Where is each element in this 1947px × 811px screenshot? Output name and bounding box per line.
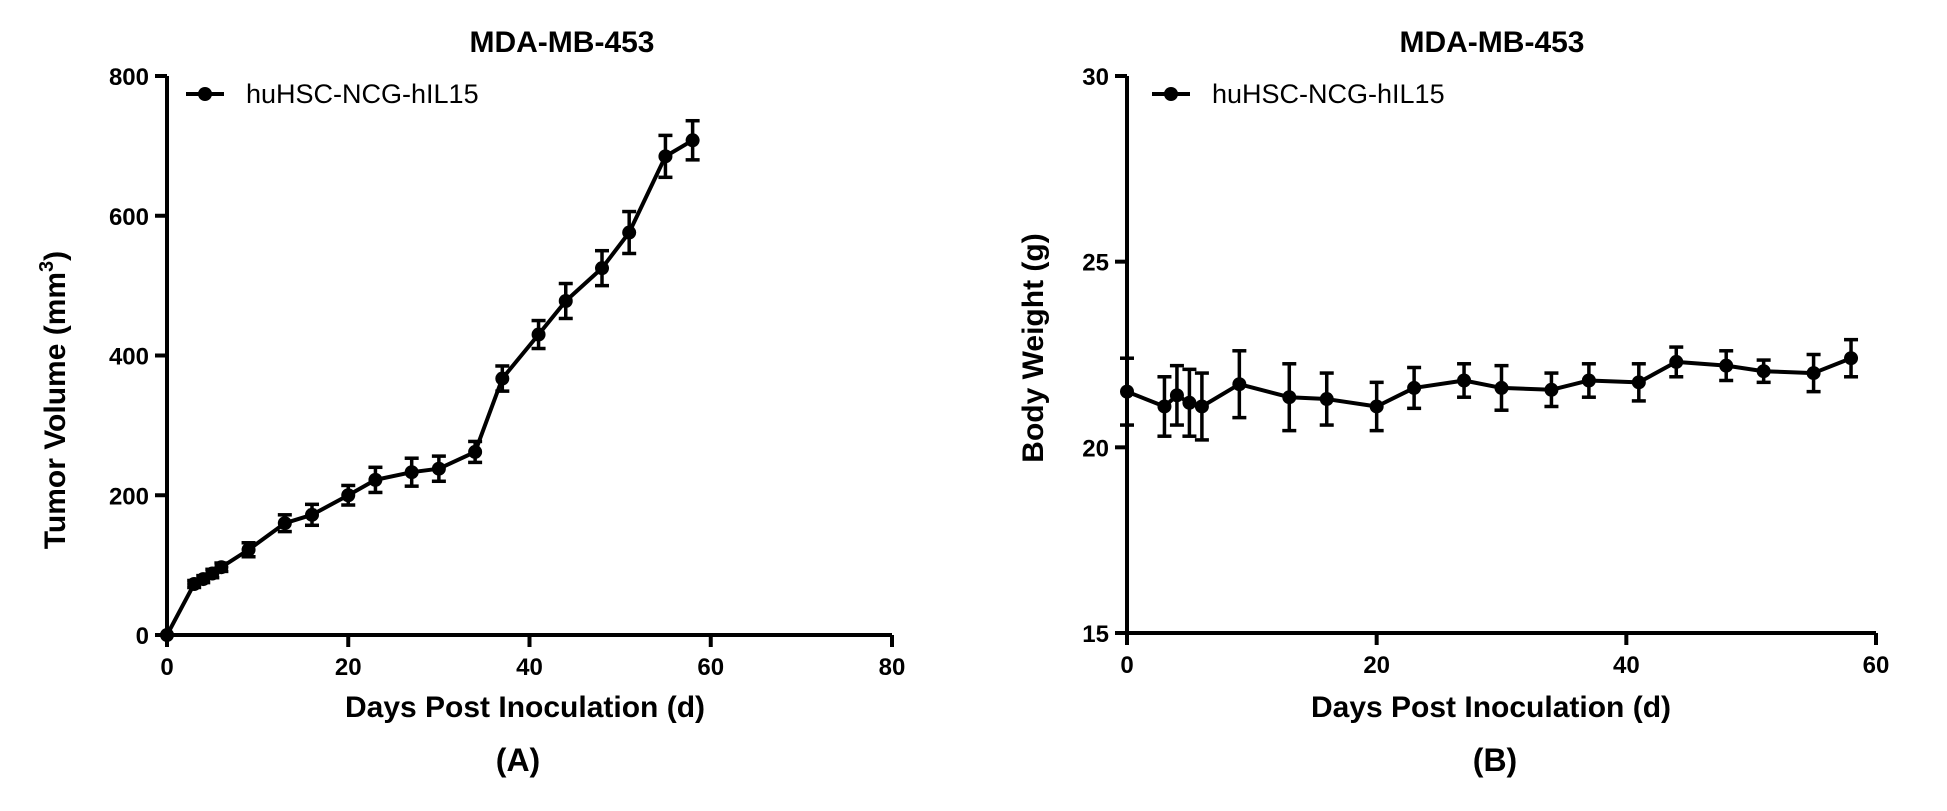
panel-a-data-point xyxy=(431,461,446,476)
panel-b-y-tick-label: 30 xyxy=(1082,64,1109,91)
panel-a-data-point xyxy=(685,133,700,148)
panel-b-y-axis-label: Body Weight (g) xyxy=(1017,233,1050,462)
panel-b-chart: MDA-MB-453 15 20 25 30 0 20 40 60 Days Post Ino… xyxy=(1017,26,1889,778)
panel-a-legend-label: huHSC-NCG-hIL15 xyxy=(246,79,479,109)
panel-b-data-point xyxy=(1457,373,1472,388)
panel-b-data-point xyxy=(1669,354,1684,369)
panel-b-data-point xyxy=(1232,377,1247,392)
panel-a-title: MDA-MB-453 xyxy=(469,26,654,59)
panel-b-data-point xyxy=(1282,390,1297,405)
panel-b-data-point xyxy=(1369,399,1384,414)
panel-a-x-tick-label: 60 xyxy=(697,654,724,681)
panel-a-data-point xyxy=(368,472,383,487)
panel-b-legend-marker xyxy=(1164,87,1178,101)
panel-a-x-tick-label: 20 xyxy=(335,654,362,681)
panel-a-data-point xyxy=(531,327,546,342)
panel-b-y-tick-label: 20 xyxy=(1082,435,1109,462)
panel-b-x-tick-label: 40 xyxy=(1613,652,1640,679)
panel-a-data-point xyxy=(404,465,419,480)
panel-a-chart: MDA-MB-453 0 200 400 600 800 0 20 40 60 80 Days P… xyxy=(36,26,905,778)
panel-a-y-tick-label: 400 xyxy=(109,344,149,371)
panel-a-x-tick-label: 80 xyxy=(879,654,906,681)
panel-a-data-point xyxy=(622,225,637,240)
panel-b-plot-area: 15 20 25 30 0 20 40 60 xyxy=(1082,64,1889,679)
panel-a-y-label-main: Tumor Volume (mm xyxy=(39,272,72,549)
panel-a-x-axis-label: Days Post Inoculation (d) xyxy=(345,691,705,724)
panel-a-legend: huHSC-NCG-hIL15 xyxy=(186,79,479,109)
panel-b-legend-label: huHSC-NCG-hIL15 xyxy=(1212,79,1445,109)
panel-b-data-point xyxy=(1120,384,1134,399)
panel-a-data-point xyxy=(468,444,483,459)
panel-b-data-point xyxy=(1407,380,1422,395)
panel-a-data-point xyxy=(214,560,229,575)
panel-a-y-label-superscript: 3 xyxy=(36,261,58,272)
panel-a-data-point xyxy=(241,542,256,557)
panel-a-data-point xyxy=(595,261,609,276)
panel-b-data-point xyxy=(1844,351,1859,366)
panel-b-data-point xyxy=(1194,399,1209,414)
panel-b-x-tick-label: 0 xyxy=(1120,652,1133,679)
panel-a-y-tick-label: 600 xyxy=(109,204,149,231)
panel-b-data-point xyxy=(1494,380,1509,395)
panel-b-title: MDA-MB-453 xyxy=(1399,26,1584,59)
panel-a-data-point xyxy=(558,293,573,308)
panel-b-x-tick-label: 60 xyxy=(1863,652,1890,679)
panel-b-data-point xyxy=(1581,373,1596,388)
panel-a-label: (A) xyxy=(496,742,540,778)
panel-a-data-point xyxy=(495,371,510,386)
panel-b-data-point xyxy=(1631,375,1646,390)
panel-a-data-point xyxy=(277,516,292,531)
panel-a-legend-marker xyxy=(198,87,212,101)
panel-a-y-axis-label: Tumor Volume (mm3) xyxy=(36,251,72,549)
panel-b-x-tick-label: 20 xyxy=(1363,652,1390,679)
panel-b-data-point xyxy=(1169,388,1184,403)
panel-a-data-point xyxy=(160,628,174,642)
panel-b-data-point xyxy=(1756,364,1771,379)
panel-a-y-tick-label: 0 xyxy=(136,623,149,650)
panel-a-x-tick-label: 40 xyxy=(516,654,543,681)
panel-b-label: (B) xyxy=(1473,742,1517,778)
panel-a-data-point xyxy=(341,488,356,503)
panel-a-data-point xyxy=(658,149,673,164)
panel-a-y-label-close: ) xyxy=(39,251,72,261)
panel-b-data-point xyxy=(1319,392,1334,407)
panel-b-data-point xyxy=(1806,366,1821,381)
panel-b-data-point xyxy=(1544,382,1559,397)
panel-b-data-point xyxy=(1719,358,1734,373)
panel-b-y-tick-label: 25 xyxy=(1082,250,1109,277)
panel-a-data-point xyxy=(305,507,319,522)
panel-a-plot-area: 0 200 400 600 800 0 20 40 60 80 xyxy=(109,64,905,681)
panel-b-data-point xyxy=(1157,399,1172,414)
panel-a-y-tick-label: 800 xyxy=(109,64,149,91)
panel-b-legend: huHSC-NCG-hIL15 xyxy=(1152,79,1445,109)
panel-a-y-tick-label: 200 xyxy=(109,483,149,510)
panel-a-series-line xyxy=(165,138,694,636)
panel-b-data-point xyxy=(1182,395,1197,410)
panel-b-y-tick-label: 15 xyxy=(1082,621,1109,648)
panel-a-x-tick-label: 0 xyxy=(160,654,173,681)
panel-b-x-axis-label: Days Post Inoculation (d) xyxy=(1311,691,1671,724)
